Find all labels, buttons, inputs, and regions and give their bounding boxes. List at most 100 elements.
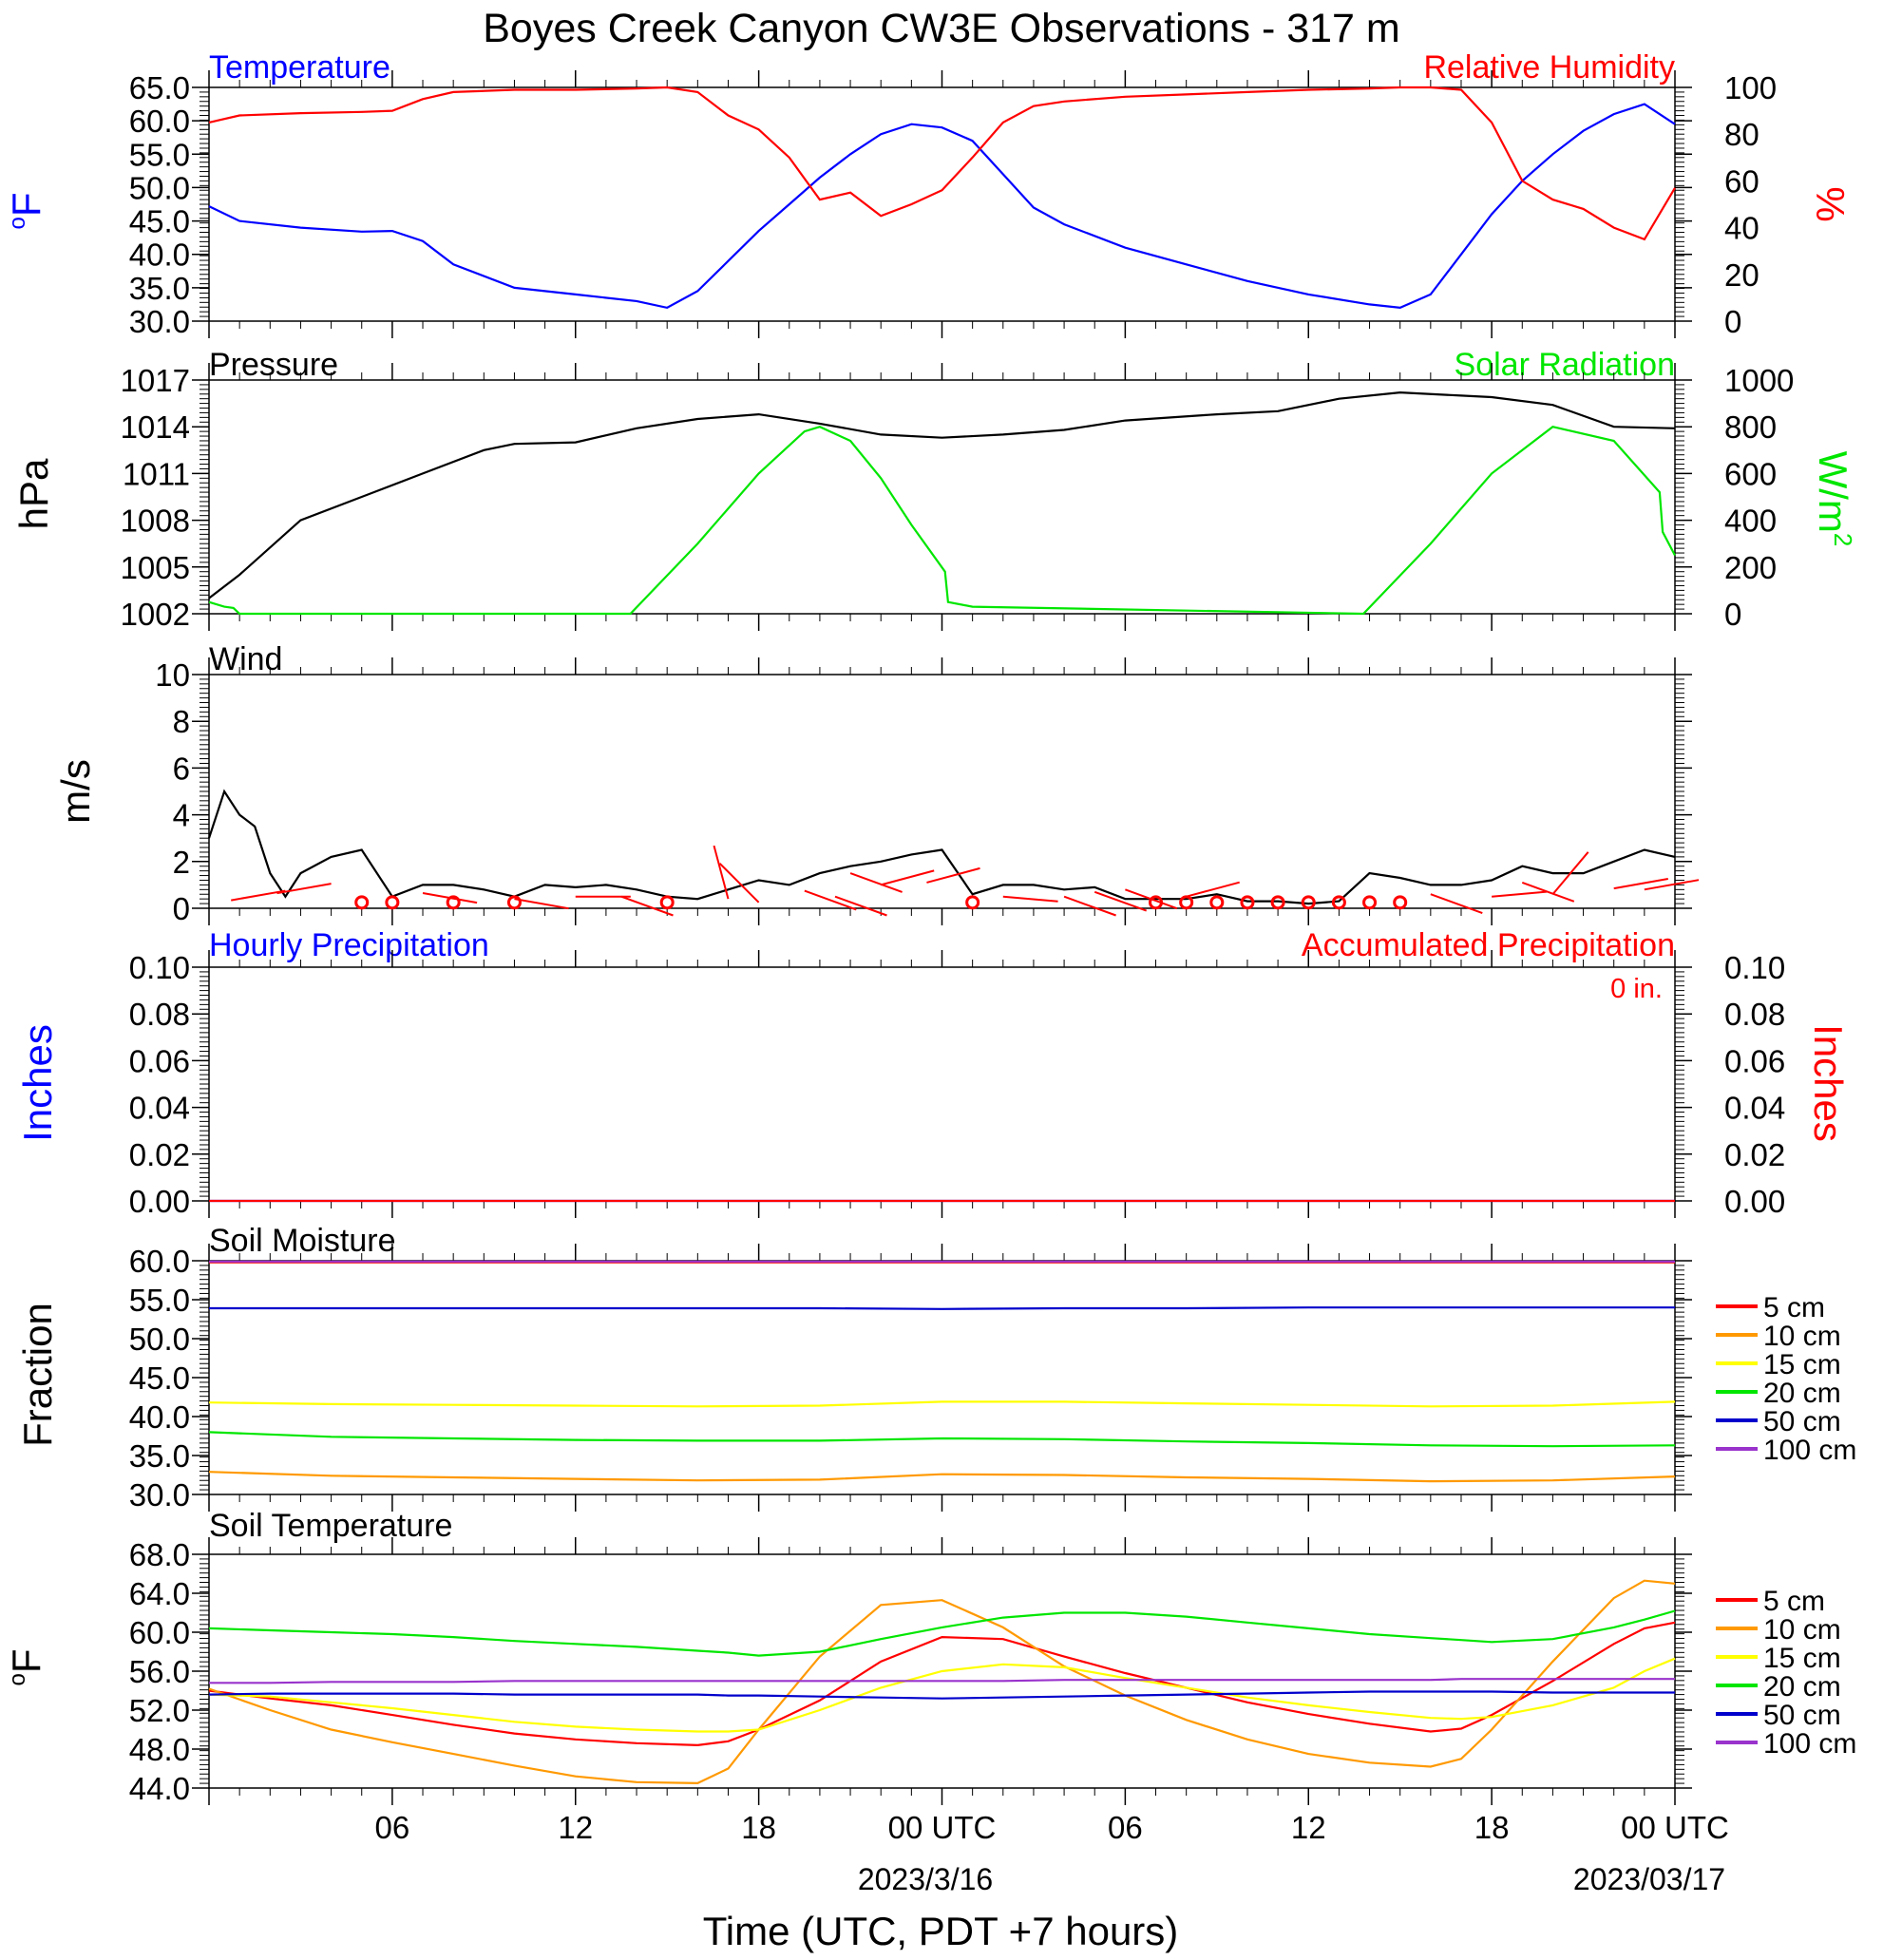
legend-label-10-cm: 10 cm — [1763, 1614, 1841, 1646]
pressure_solar-right-tick-label: 800 — [1724, 409, 1777, 445]
rh-ylabel: % — [1808, 186, 1853, 221]
legend-label-15-cm: 15 cm — [1763, 1643, 1841, 1674]
soil-temp-title: Soil Temperature — [209, 1508, 452, 1544]
solar-ylabel-sup: 2 — [1829, 533, 1857, 546]
calm-wind-circle — [1240, 895, 1255, 910]
calm-wind-circle — [1209, 895, 1225, 910]
x-tick-label: 12 — [558, 1810, 593, 1845]
calm-wind-circle — [1270, 895, 1285, 910]
precip-right-tick-label: 0.08 — [1724, 997, 1785, 1032]
x-tick-label: 12 — [1291, 1810, 1326, 1845]
legend-label-100-cm: 100 cm — [1763, 1435, 1856, 1466]
wind-barb — [1063, 895, 1116, 917]
precip-right-tick-label: 0.00 — [1724, 1184, 1785, 1219]
hourly-precip-title: Hourly Precipitation — [209, 927, 489, 963]
pressure_solar-left-tick-label: 1008 — [121, 504, 190, 539]
legend-label-20-cm: 20 cm — [1763, 1671, 1841, 1703]
wind-barb — [1002, 895, 1058, 903]
temp_rh-right-tick-label: 100 — [1724, 70, 1777, 105]
soil_moisture-left-tick-label: 55.0 — [129, 1283, 190, 1318]
wind-barb — [926, 866, 980, 884]
wind-barb — [231, 889, 286, 902]
soil_moisture-frame — [208, 1260, 1676, 1495]
wind-series-wind-speed — [207, 789, 1676, 905]
soil_temp-left-tick-label: 68.0 — [129, 1537, 190, 1572]
soil_temp-series-100-cm — [209, 1678, 1675, 1684]
temp_rh-left-tick-label: 50.0 — [129, 170, 190, 205]
wind-barb — [718, 863, 760, 904]
soil_moisture-left-tick-label: 30.0 — [129, 1477, 190, 1513]
wind-frame — [208, 674, 1676, 909]
soil-temp-ylabel-degree: o — [5, 1673, 30, 1685]
calm-wind-circle — [385, 895, 400, 910]
precip-left-tick-label: 0.10 — [129, 950, 190, 985]
temp-ylabel-unit: F — [4, 192, 48, 217]
pressure_solar-left-tick-label: 1017 — [121, 363, 190, 398]
soil_temp-left-tick-label: 56.0 — [129, 1654, 190, 1689]
temp_rh-right-tick-label: 0 — [1724, 304, 1741, 339]
calm-wind-circle — [1331, 895, 1346, 910]
plot-layer: 65.060.055.050.045.040.035.030.010080604… — [121, 70, 1856, 1845]
x-tick-label: 18 — [741, 1810, 776, 1845]
wind-barb — [1492, 890, 1547, 898]
pressure_solar-right-tick-label: 400 — [1724, 504, 1777, 539]
wind-barb — [1430, 893, 1483, 915]
temp_rh-left-tick-label: 30.0 — [129, 304, 190, 339]
soil_moisture-left-tick-label: 35.0 — [129, 1438, 190, 1474]
pressure_solar-left-tick-label: 1002 — [121, 597, 190, 632]
soil_temp-series-50-cm — [208, 1690, 1675, 1700]
precip-left-tick-label: 0.06 — [129, 1043, 190, 1078]
accum-precip-ylabel: Inches — [1806, 1024, 1851, 1142]
temp_rh-right-tick-label: 60 — [1724, 163, 1759, 199]
legend-label-100-cm: 100 cm — [1763, 1728, 1856, 1760]
wind-ylabel: m/s — [53, 759, 98, 824]
legend-label-5-cm: 5 cm — [1763, 1292, 1825, 1323]
wind-barb — [276, 883, 332, 895]
soil_temp-left-tick-label: 52.0 — [129, 1693, 190, 1728]
soil_temp-left-tick-label: 48.0 — [129, 1732, 190, 1767]
pressure_solar-left-tick-label: 1011 — [123, 456, 190, 491]
calm-wind-circle — [659, 895, 675, 910]
wind-barb — [1613, 878, 1668, 890]
temp_rh-frame — [208, 86, 1676, 322]
calm-wind-circle — [1179, 895, 1194, 910]
wind-panel-title: Wind — [209, 641, 282, 677]
wind-left-tick-label: 10 — [155, 657, 190, 693]
soil_moisture-series-10-cm — [208, 1471, 1676, 1483]
wind-barb — [713, 845, 730, 900]
soil-moisture-ylabel: Fraction — [15, 1303, 60, 1447]
wind-left-tick-label: 2 — [173, 845, 190, 880]
wind-left-tick-label: 8 — [173, 704, 190, 739]
precip-left-tick-label: 0.02 — [129, 1137, 190, 1172]
wind-barb — [620, 895, 674, 917]
x-axis-label: Time (UTC, PDT +7 hours) — [703, 1909, 1179, 1953]
wind-barb — [1186, 881, 1240, 898]
accum-precip-annotation: 0 in. — [1610, 974, 1663, 1004]
soil_moisture-left-tick-label: 50.0 — [129, 1322, 190, 1357]
legend-label-20-cm: 20 cm — [1763, 1378, 1841, 1409]
soil_temp-left-tick-label: 64.0 — [129, 1576, 190, 1611]
chart-title: Boyes Creek Canyon CW3E Observations - 3… — [483, 6, 1400, 51]
pressure_solar-series-solar-radiation — [208, 426, 1676, 616]
legend-label-50-cm: 50 cm — [1763, 1700, 1841, 1731]
temp_rh-left-tick-label: 55.0 — [129, 137, 190, 172]
temp_rh-left-tick-label: 65.0 — [129, 70, 190, 105]
x-tick-label: 06 — [375, 1810, 410, 1845]
calm-wind-circle — [1149, 895, 1164, 910]
soil_moisture-series-50-cm — [209, 1306, 1675, 1310]
calm-wind-circle — [1301, 895, 1316, 910]
temp-ylabel-degree: o — [5, 217, 30, 229]
pressure-panel-title: Pressure — [209, 347, 338, 383]
soil-moisture-title: Soil Moisture — [209, 1223, 396, 1259]
calm-wind-circle — [1362, 895, 1378, 910]
soil_temp-series-5-cm — [208, 1621, 1676, 1747]
soil_temp-series-10-cm — [208, 1579, 1676, 1785]
precip-right-tick-label: 0.02 — [1724, 1137, 1785, 1172]
temp_rh-right-tick-label: 80 — [1724, 117, 1759, 152]
accum-precip-title: Accumulated Precipitation — [1302, 927, 1675, 963]
calm-wind-circle — [965, 895, 980, 910]
solar-ylabel-unit: W/m — [1811, 451, 1855, 533]
soil_temp-series-20-cm — [208, 1609, 1676, 1657]
solar-panel-title: Solar Radiation — [1455, 347, 1675, 383]
